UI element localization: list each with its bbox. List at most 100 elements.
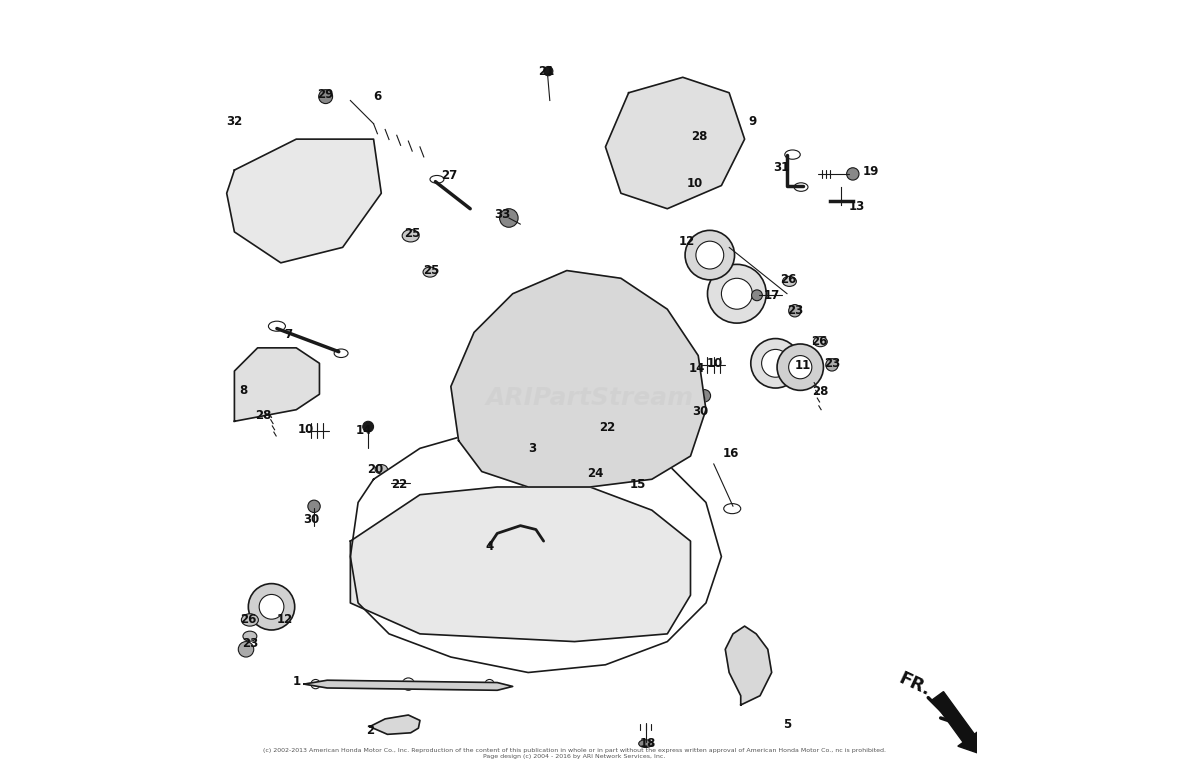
Circle shape (761, 349, 789, 377)
Circle shape (308, 500, 320, 512)
Text: 30: 30 (693, 405, 709, 417)
Text: 14: 14 (356, 424, 373, 437)
Polygon shape (726, 626, 772, 705)
Text: 10: 10 (299, 423, 314, 435)
Circle shape (362, 421, 374, 432)
Circle shape (638, 489, 657, 508)
Ellipse shape (268, 322, 286, 331)
Circle shape (623, 472, 647, 495)
Text: 31: 31 (774, 162, 789, 174)
Text: 6: 6 (373, 90, 381, 103)
Circle shape (618, 357, 677, 416)
Circle shape (629, 477, 641, 489)
Circle shape (238, 642, 254, 657)
Text: 27: 27 (441, 169, 458, 182)
Text: 9: 9 (748, 115, 756, 128)
FancyArrow shape (932, 692, 981, 754)
Circle shape (686, 230, 735, 280)
Circle shape (656, 104, 694, 143)
Text: 24: 24 (588, 467, 604, 479)
Text: 13: 13 (848, 200, 865, 213)
Circle shape (636, 375, 660, 398)
Polygon shape (605, 77, 745, 209)
Ellipse shape (794, 183, 808, 191)
Text: 15: 15 (630, 478, 647, 491)
Circle shape (826, 359, 838, 371)
Text: 16: 16 (722, 448, 739, 460)
Text: 3: 3 (527, 442, 536, 455)
Circle shape (312, 679, 320, 689)
Text: 30: 30 (303, 513, 320, 526)
Text: 25: 25 (404, 227, 420, 240)
Polygon shape (235, 348, 320, 421)
Circle shape (490, 332, 582, 425)
Circle shape (256, 366, 290, 400)
Text: 12: 12 (678, 235, 695, 247)
Text: 26: 26 (780, 274, 796, 286)
Text: 18: 18 (640, 737, 656, 750)
Circle shape (778, 344, 824, 390)
Circle shape (708, 264, 766, 323)
Circle shape (499, 209, 518, 227)
Polygon shape (227, 139, 381, 263)
Text: FR.: FR. (896, 669, 933, 700)
Text: 20: 20 (367, 463, 384, 475)
Text: 23: 23 (787, 305, 802, 317)
Circle shape (586, 464, 605, 482)
Ellipse shape (375, 465, 387, 474)
Ellipse shape (424, 267, 437, 278)
Text: 23: 23 (242, 637, 258, 649)
Polygon shape (350, 425, 721, 673)
Ellipse shape (242, 614, 258, 626)
Circle shape (788, 356, 812, 379)
Text: 5: 5 (784, 718, 792, 730)
Circle shape (743, 647, 756, 659)
Text: 8: 8 (240, 384, 248, 397)
Text: ARIPartStream: ARIPartStream (486, 386, 694, 410)
Circle shape (402, 678, 414, 690)
Text: 10: 10 (707, 357, 723, 369)
Ellipse shape (813, 337, 827, 346)
Ellipse shape (785, 150, 800, 159)
Text: 29: 29 (316, 88, 333, 100)
Polygon shape (369, 715, 420, 734)
Text: 22: 22 (599, 421, 615, 434)
Ellipse shape (334, 349, 348, 357)
Text: 23: 23 (824, 357, 840, 369)
Circle shape (750, 339, 800, 388)
Circle shape (752, 290, 762, 301)
Circle shape (544, 66, 553, 76)
Ellipse shape (430, 175, 444, 183)
Text: 25: 25 (424, 264, 440, 277)
Circle shape (389, 718, 401, 730)
Text: 11: 11 (794, 359, 811, 372)
Text: 4: 4 (485, 540, 493, 553)
Text: 12: 12 (276, 614, 293, 626)
Circle shape (605, 344, 690, 429)
Circle shape (319, 90, 333, 104)
Text: 21: 21 (538, 66, 555, 78)
Circle shape (846, 168, 859, 180)
Text: 22: 22 (391, 478, 407, 491)
Text: 1: 1 (293, 676, 301, 688)
Text: 17: 17 (763, 289, 780, 301)
Text: 19: 19 (863, 165, 879, 178)
Text: 2: 2 (366, 724, 374, 737)
Ellipse shape (243, 631, 257, 642)
Polygon shape (304, 680, 512, 690)
Circle shape (599, 419, 611, 431)
Polygon shape (451, 271, 706, 487)
Text: 28: 28 (691, 131, 708, 143)
Text: (c) 2002-2013 American Honda Motor Co., Inc. Reproduction of the content of this: (c) 2002-2013 American Honda Motor Co., … (263, 748, 886, 759)
Circle shape (481, 538, 497, 553)
Ellipse shape (723, 504, 741, 513)
Circle shape (394, 477, 407, 489)
Circle shape (699, 390, 710, 402)
Circle shape (485, 679, 494, 689)
Text: 26: 26 (241, 614, 256, 626)
Text: 28: 28 (256, 409, 271, 421)
Text: 26: 26 (812, 335, 827, 348)
Text: 32: 32 (227, 115, 243, 128)
Circle shape (524, 367, 548, 390)
Text: 33: 33 (494, 208, 511, 220)
